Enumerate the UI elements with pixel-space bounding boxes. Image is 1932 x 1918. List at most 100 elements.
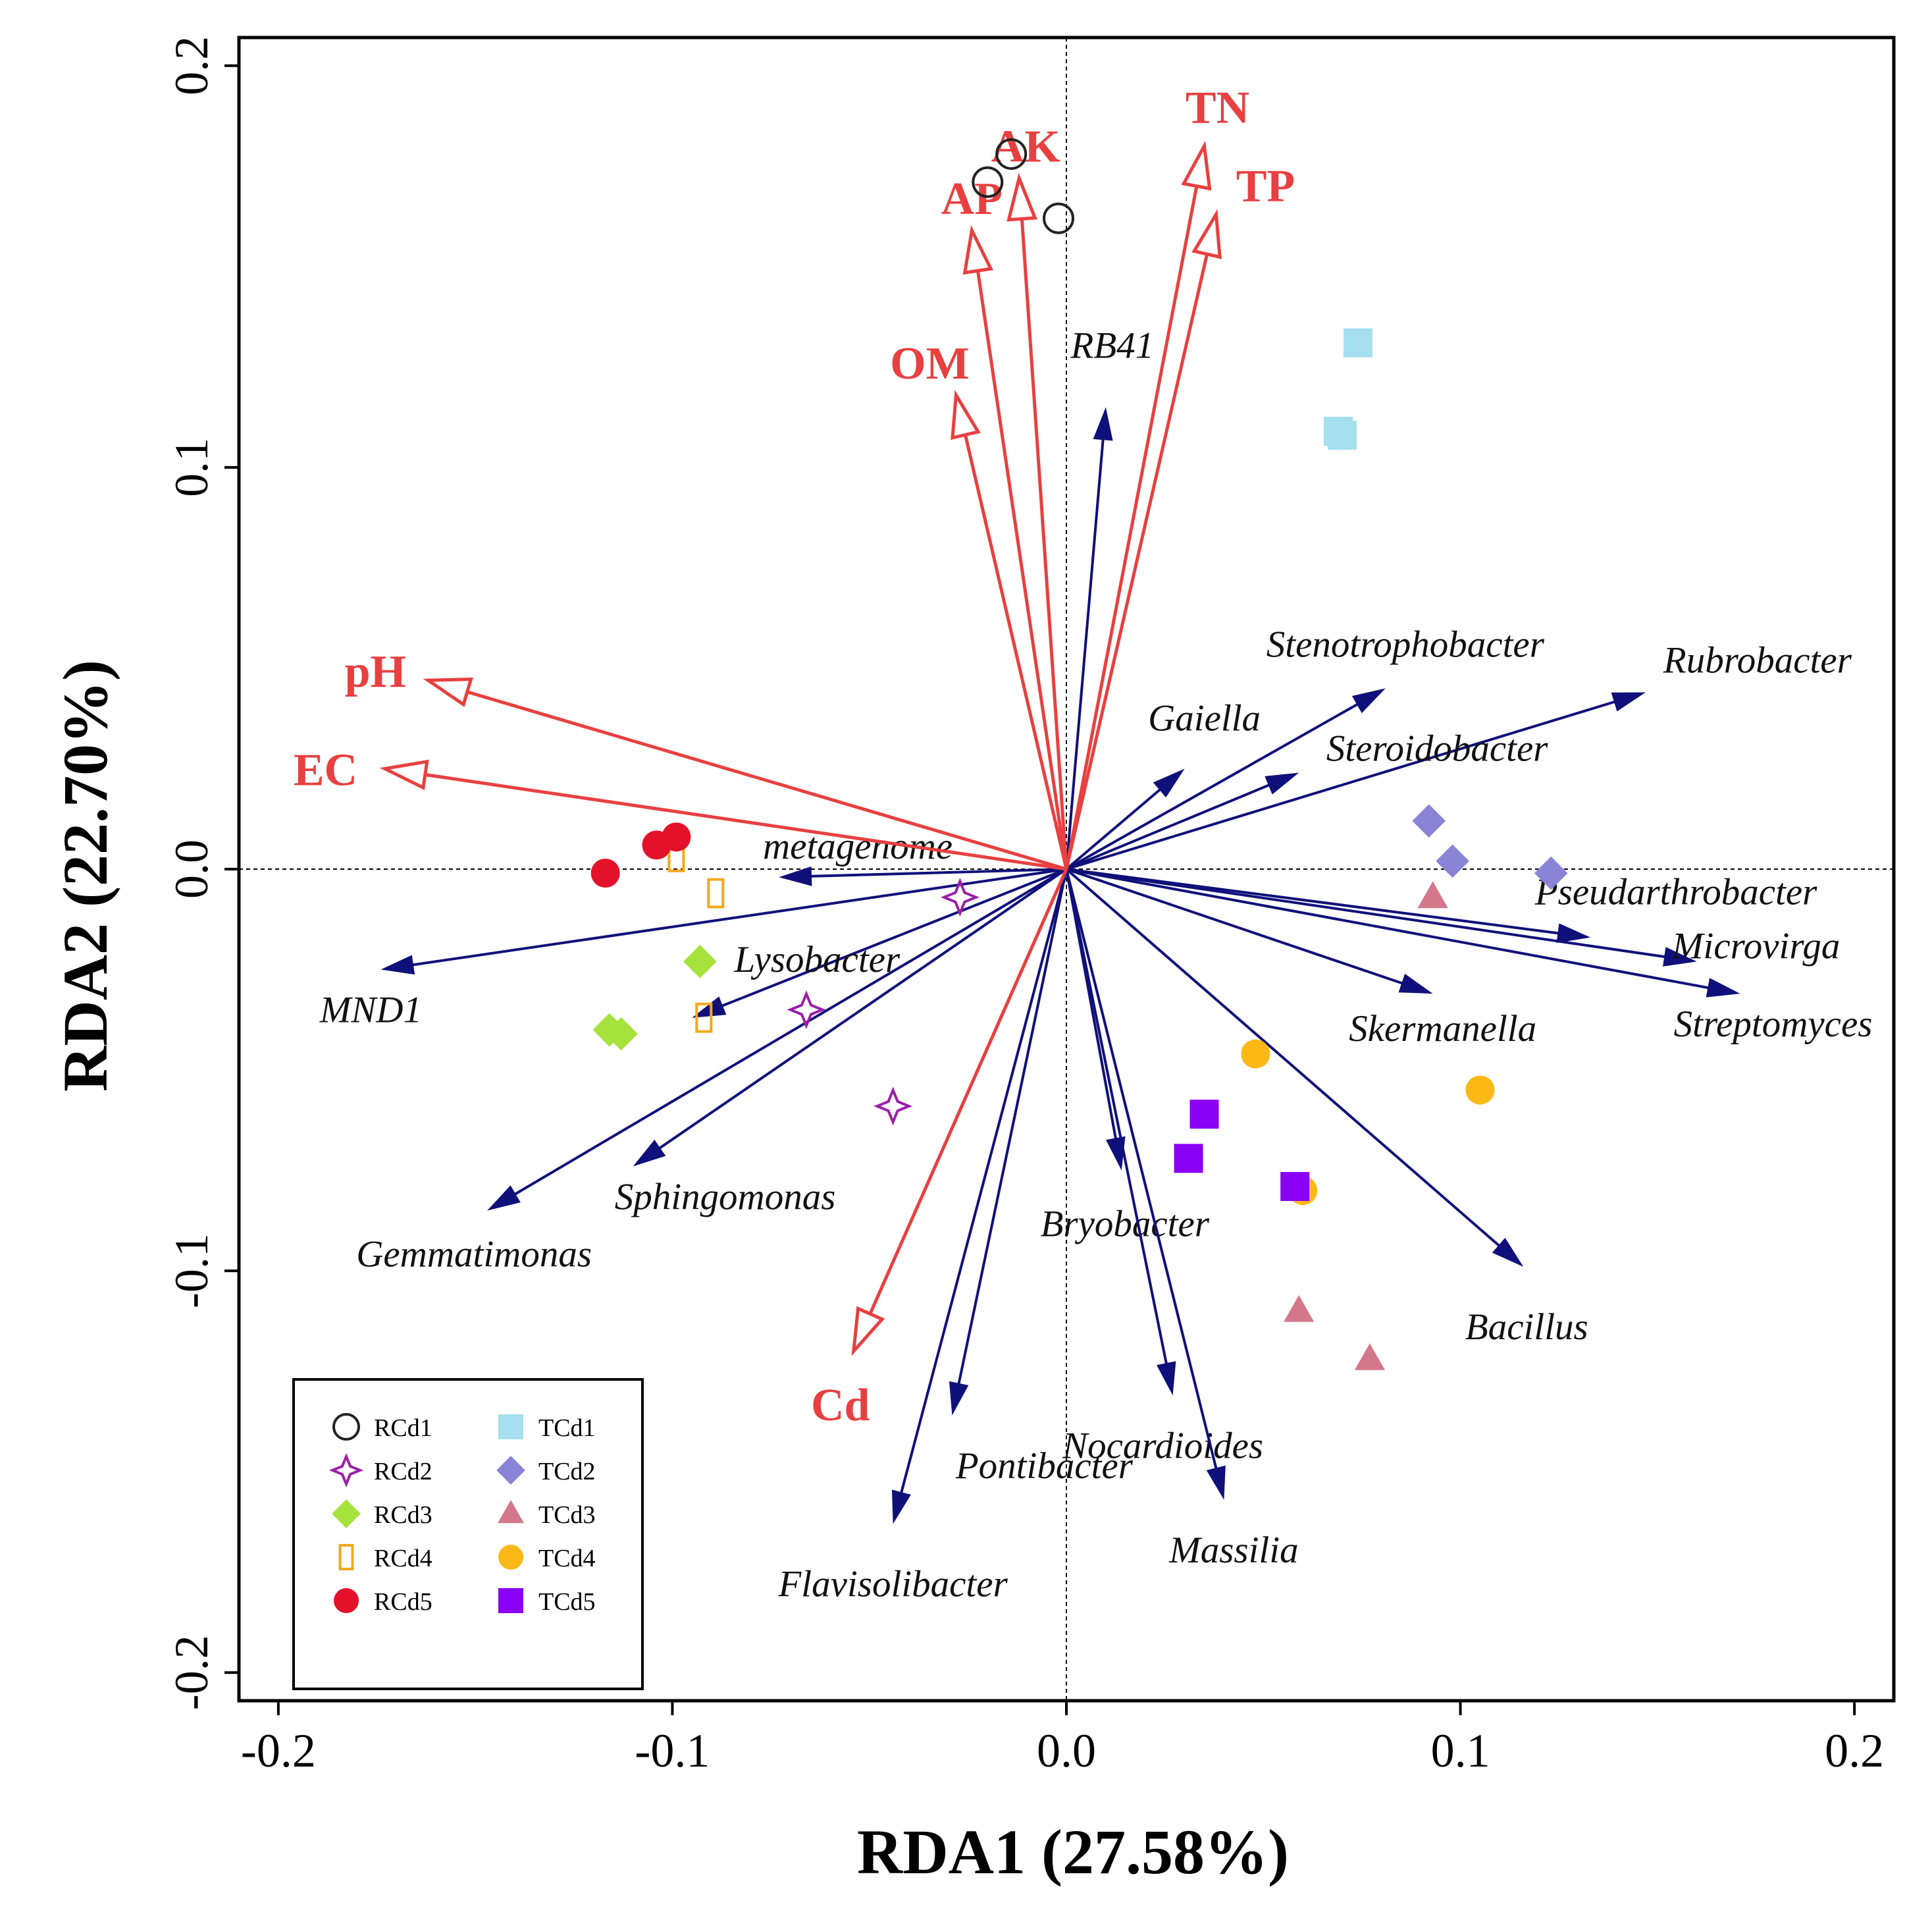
- env-vector-tp: [1064, 253, 1209, 870]
- env-arrowhead-cd: [851, 1306, 885, 1356]
- env-arrowhead-ak: [1006, 173, 1037, 222]
- genus-label-lysobacter: Lysobacter: [734, 939, 901, 980]
- genus-arrowhead-massilia: [1206, 1465, 1226, 1500]
- y-tick-label: -0.1: [165, 1233, 218, 1308]
- sample-point-rcd2: [787, 990, 826, 1030]
- legend-marker-rcd5: [334, 1588, 359, 1613]
- genus-label-rubrobacter: Rubrobacter: [1663, 640, 1852, 681]
- env-arrowhead-ec: [379, 759, 429, 791]
- genus-arrowhead-stenotrophobacter: [1351, 688, 1386, 714]
- env-vector-om: [964, 434, 1068, 870]
- env-vector-ap: [976, 270, 1068, 870]
- genus-arrowhead-mnd1: [380, 955, 415, 975]
- legend-marker-tcd3: [498, 1500, 524, 1524]
- genus-arrowhead-nocardioides: [1157, 1361, 1176, 1396]
- genus-vector-steroidobacter: [1066, 783, 1272, 870]
- env-label-om: OM: [890, 338, 970, 389]
- y-tick-label: -0.2: [165, 1635, 218, 1710]
- sample-point-tcd1: [1328, 421, 1357, 450]
- legend-marker-rcd1: [332, 1413, 360, 1441]
- genus-vector-metagenome: [808, 868, 1067, 878]
- sample-point-rcd5: [590, 859, 620, 888]
- genus-label-microvirga: Microvirga: [1671, 925, 1840, 967]
- genus-arrowhead-rubrobacter: [1611, 692, 1646, 712]
- genus-label-rb41: RB41: [1070, 325, 1155, 366]
- genus-vector-nocardioides: [1065, 868, 1168, 1366]
- legend-marker-rcd3: [332, 1499, 361, 1528]
- legend-label-tcd5: TCd5: [538, 1588, 596, 1616]
- genus-vectors: RB41 Stenotrophobacter Rubrobacter Gaiella S…: [319, 325, 1873, 1605]
- genus-arrowhead-gemmatimonas: [487, 1185, 521, 1211]
- sample-points: [590, 138, 1568, 1370]
- y-axis-title: RDA2 (22.70%): [50, 660, 120, 1092]
- genus-label-bryobacter: Bryobacter: [1041, 1204, 1210, 1245]
- genus-arrowhead-metagenome: [779, 866, 812, 886]
- env-arrowhead-ap: [962, 225, 993, 275]
- genus-arrowhead-bryobacter: [1106, 1136, 1126, 1171]
- y-tick-label: 0.0: [165, 839, 218, 899]
- x-tick-label: -0.2: [241, 1724, 316, 1777]
- env-vector-tn: [1064, 186, 1199, 870]
- genus-label-bacillus: Bacillus: [1465, 1306, 1588, 1348]
- env-label-ec: EC: [294, 745, 357, 795]
- genus-label-sphingomonas: Sphingomonas: [615, 1177, 836, 1218]
- legend-marker-rcd2: [328, 1452, 364, 1488]
- sample-point-rcd1: [972, 166, 1004, 198]
- sample-point-rcd2: [874, 1086, 913, 1126]
- legend-marker-tcd2: [496, 1456, 525, 1485]
- genus-label-massilia: Massilia: [1168, 1530, 1298, 1571]
- genus-vector-rb41: [1065, 437, 1105, 870]
- axis-ticks: -0.2 -0.1 0.0 0.1 0.2 -0.2 -0.1 0.0 0.1 0.2: [165, 36, 1884, 1777]
- x-axis-title: RDA1 (27.58%): [857, 1817, 1289, 1887]
- genus-arrowhead-streptomyces: [1706, 978, 1740, 998]
- env-vector-ph: [467, 690, 1067, 871]
- genus-arrowhead-pseudarthrobacter: [1556, 923, 1591, 944]
- genus-arrowhead-bacillus: [1492, 1237, 1524, 1267]
- sample-point-tcd5: [1189, 1100, 1219, 1129]
- sample-point-rcd3: [604, 1017, 638, 1051]
- sample-point-rcd3: [683, 945, 717, 978]
- env-arrowhead-om: [951, 390, 981, 440]
- env-label-cd: Cd: [811, 1380, 870, 1431]
- legend-marker-tcd5: [498, 1588, 523, 1613]
- sample-point-tcd2: [1436, 844, 1469, 878]
- env-vector-ak: [1020, 219, 1068, 870]
- sample-point-tcd4: [1465, 1075, 1495, 1105]
- legend-label-rcd4: RCd4: [374, 1545, 432, 1572]
- legend-label-rcd3: RCd3: [374, 1501, 432, 1529]
- legend-marker-rcd4: [338, 1543, 354, 1571]
- genus-vector-flavisolibacter: [899, 868, 1068, 1495]
- env-arrowhead-tn: [1181, 140, 1212, 191]
- env-label-ph: pH: [345, 647, 406, 697]
- sample-point-rcd2: [940, 878, 979, 917]
- plot-frame: [237, 36, 1896, 1703]
- genus-vector-skermanella: [1066, 868, 1405, 986]
- legend-label-tcd1: TCd1: [538, 1414, 596, 1442]
- legend-marker-tcd4: [498, 1545, 523, 1570]
- genus-vector-lysobacter: [719, 868, 1067, 1008]
- genus-vector-stenotrophobacter: [1066, 702, 1360, 870]
- sample-point-tcd2: [1412, 804, 1446, 838]
- genus-vector-rubrobacter: [1066, 700, 1617, 870]
- env-label-ak: AK: [991, 122, 1060, 173]
- legend-label-tcd3: TCd3: [538, 1501, 596, 1529]
- y-tick-label: 0.2: [165, 36, 218, 95]
- genus-vector-bacillus: [1065, 868, 1501, 1248]
- y-tick-label: 0.1: [165, 438, 218, 497]
- legend: RCd1 RCd2 RCd3 RCd4 RCd5 TCd1 TCd2 TCd3 TCd4 TCd5: [292, 1378, 644, 1690]
- genus-arrowhead-lysobacter: [692, 996, 727, 1018]
- sample-point-rcd1: [995, 138, 1028, 170]
- env-vector-cd: [868, 868, 1068, 1315]
- genus-vector-sphingomonas: [657, 868, 1068, 1151]
- genus-vector-streptomyces: [1066, 868, 1711, 990]
- sample-point-rcd4: [695, 1002, 713, 1033]
- genus-label-gaiella: Gaiella: [1148, 697, 1261, 739]
- genus-vector-gemmatimonas: [512, 868, 1068, 1196]
- genus-arrowhead-sphingomonas: [633, 1139, 666, 1167]
- env-label-tn: TN: [1186, 83, 1249, 134]
- env-arrowhead-ph: [423, 678, 473, 707]
- genus-label-flavisolibacter: Flavisolibacter: [777, 1564, 1008, 1605]
- x-tick-label: 0.0: [1037, 1724, 1096, 1777]
